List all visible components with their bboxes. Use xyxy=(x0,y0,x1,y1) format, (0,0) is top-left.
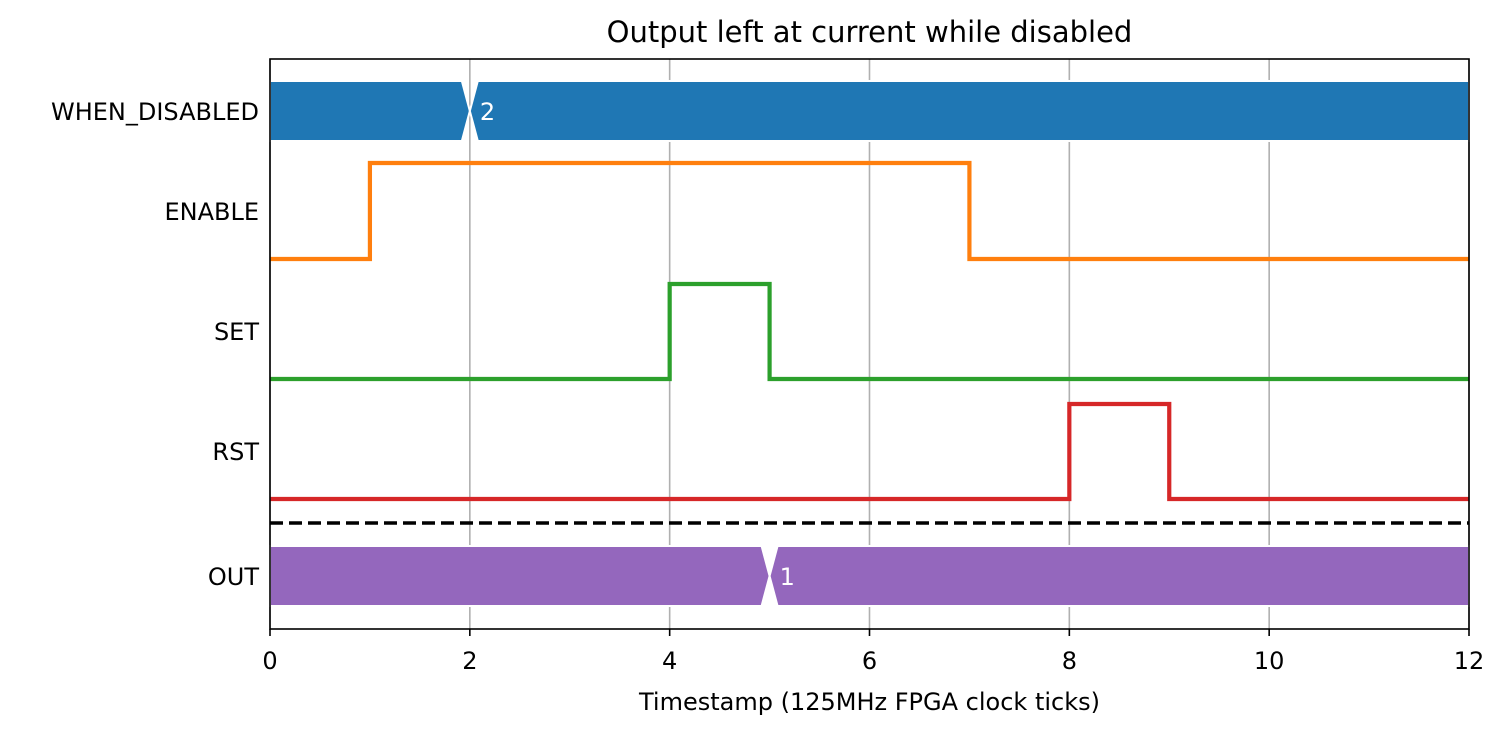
when-disabled-bus-segment-1 xyxy=(468,80,1470,142)
rst-trace xyxy=(270,401,1469,502)
set-trace xyxy=(270,281,1469,382)
x-tick-label-8: 8 xyxy=(1062,647,1077,675)
chart-title: Output left at current while disabled xyxy=(607,15,1133,49)
out-bus-value-1: 1 xyxy=(780,563,795,591)
out-bus-segment-0 xyxy=(269,545,771,607)
x-tick-label-2: 2 xyxy=(462,647,477,675)
when-disabled-bus-value-1: 2 xyxy=(480,98,495,126)
x-tick-label-6: 6 xyxy=(862,647,877,675)
signal-label-set: SET xyxy=(214,318,259,346)
signal-label-out: OUT xyxy=(208,563,259,591)
when-disabled-bus-segment-0 xyxy=(269,80,471,142)
signal-label-when-disabled: WHEN_DISABLED xyxy=(51,98,259,126)
x-axis-ticks: 0 2 4 6 8 10 12 xyxy=(262,629,1484,675)
x-tick-label-4: 4 xyxy=(662,647,677,675)
enable-trace xyxy=(270,160,1469,262)
signal-name-labels: WHEN_DISABLED ENABLE SET RST OUT xyxy=(51,98,259,591)
signal-label-enable: ENABLE xyxy=(164,198,259,226)
signal-traces: 21 xyxy=(269,80,1470,607)
signal-label-rst: RST xyxy=(212,438,259,466)
x-tick-label-10: 10 xyxy=(1254,647,1285,675)
x-axis-label: Timestamp (125MHz FPGA clock ticks) xyxy=(638,688,1100,716)
out-bus-segment-1 xyxy=(768,545,1470,607)
x-tick-label-0: 0 xyxy=(262,647,277,675)
x-tick-label-12: 12 xyxy=(1454,647,1485,675)
